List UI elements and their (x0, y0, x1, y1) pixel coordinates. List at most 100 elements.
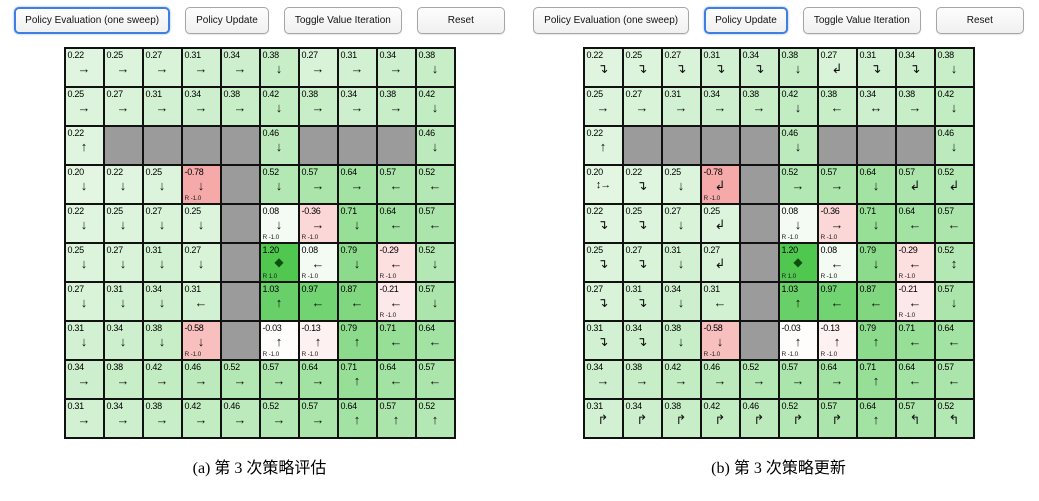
state-value: 0.34 (340, 89, 358, 99)
policy-arrow-icon: ← (389, 256, 403, 271)
policy-arrow-icon: ↓ (950, 61, 958, 76)
policy-arrow-icon: ↓ (119, 256, 127, 271)
state-value: -0.78 (184, 167, 204, 177)
grid-cell: 0.71 ↓ (857, 205, 895, 242)
state-value: -0.78 (703, 167, 723, 177)
reward-label: R -1.0 (301, 234, 319, 241)
policy-arrow-icon: ↑ (353, 334, 361, 349)
policy-arrow-icon: ↴ (636, 334, 648, 349)
toggle-value-iteration-button[interactable]: Toggle Value Iteration (283, 7, 402, 34)
grid-cell: 0.38 → (299, 88, 337, 125)
panel-policy-update: Policy Evaluation (one sweep) Policy Upda… (519, 0, 1038, 501)
grid-cell: 0.79 ↑ (857, 322, 895, 359)
grid-cell: 0.34 → (182, 88, 220, 125)
policy-arrow-icon: ← (713, 295, 727, 310)
state-value: 0.27 (664, 206, 682, 216)
state-value: 0.38 (664, 323, 682, 333)
state-value: 0.52 (262, 401, 280, 411)
policy-arrow-icon: ↱ (831, 412, 843, 427)
grid-cell: 0.31 → (182, 49, 220, 86)
state-value: 0.57 (820, 167, 838, 177)
policy-arrow-icon: ↓ (431, 61, 439, 76)
grid-cell: 0.38 ↓ (662, 322, 700, 359)
policy-arrow-icon: ← (830, 295, 844, 310)
state-value: 0.71 (340, 362, 358, 372)
grid-cell: 0.34 ↓ (662, 283, 700, 320)
state-value: 0.25 (586, 245, 604, 255)
policy-arrow-icon: ↑ (599, 139, 607, 154)
policy-arrow-icon: ↓ (275, 178, 283, 193)
policy-arrow-icon: ← (428, 334, 442, 349)
state-value: 0.38 (145, 323, 163, 333)
toolbar-right: Policy Evaluation (one sweep) Policy Upda… (533, 7, 1024, 34)
grid-cell: 0.97 ← (299, 283, 337, 320)
grid-cell: 0.25 ↓ (662, 166, 700, 203)
policy-arrow-icon: ↓ (158, 256, 166, 271)
policy-evaluation-button[interactable]: Policy Evaluation (one sweep) (533, 7, 690, 34)
state-value: -0.21 (379, 284, 399, 294)
state-value: 0.34 (664, 284, 682, 294)
policy-arrow-icon: → (311, 217, 325, 232)
policy-arrow-icon: ← (389, 295, 403, 310)
state-value: 0.71 (859, 362, 877, 372)
policy-arrow-icon: ↑ (872, 334, 880, 349)
state-value: 0.38 (145, 401, 163, 411)
policy-arrow-icon: ↲ (909, 178, 921, 193)
state-value: 1.03 (781, 284, 799, 294)
grid-cell: 0.64 ← (377, 205, 415, 242)
state-value: 0.46 (937, 128, 955, 138)
policy-arrow-icon: ↴ (597, 256, 609, 271)
wall-cell (623, 127, 661, 164)
policy-arrow-icon: → (830, 373, 844, 388)
state-value: 0.64 (898, 362, 916, 372)
state-value: 0.38 (418, 50, 436, 60)
panel-policy-evaluation: Policy Evaluation (one sweep) Policy Upda… (0, 0, 519, 501)
policy-arrow-icon: ← (350, 295, 364, 310)
state-value: 0.22 (586, 206, 604, 216)
reward-label: R 1.0 (781, 273, 797, 280)
policy-arrow-icon: ↓ (80, 256, 88, 271)
grid-cell: 0.34 → (584, 361, 622, 398)
grid-cell: 0.64 → (299, 361, 337, 398)
state-value: 0.97 (820, 284, 838, 294)
grid-cell: 0.31 ↓ (143, 244, 181, 281)
state-value: 0.34 (145, 284, 163, 294)
grid-cell: 0.22 ↴ (584, 49, 622, 86)
grid-cell: 0.38 ↓ (143, 322, 181, 359)
policy-arrow-icon: ↱ (714, 412, 726, 427)
state-value: 0.22 (106, 167, 124, 177)
reset-button[interactable]: Reset (416, 7, 505, 34)
state-value: 0.46 (262, 128, 280, 138)
policy-arrow-icon: ↑ (353, 373, 361, 388)
grid-cell: 0.71 ↓ (338, 205, 376, 242)
policy-arrow-icon: ← (908, 373, 922, 388)
state-value: 0.08 (820, 245, 838, 255)
policy-arrow-icon: ↓ (275, 61, 283, 76)
reset-button[interactable]: Reset (935, 7, 1024, 34)
state-value: 0.42 (703, 401, 721, 411)
policy-evaluation-button[interactable]: Policy Evaluation (one sweep) (14, 7, 171, 34)
state-value: 0.42 (937, 89, 955, 99)
policy-arrow-icon: ↓ (197, 256, 205, 271)
policy-arrow-icon: → (155, 373, 169, 388)
grid-cell: 0.64 ← (896, 205, 934, 242)
policy-arrow-icon: → (233, 373, 247, 388)
policy-arrow-icon: → (116, 100, 130, 115)
state-value: 0.57 (418, 362, 436, 372)
state-value: 0.27 (106, 245, 124, 255)
policy-arrow-icon: ↓ (158, 295, 166, 310)
grid-cell: 0.46 → (701, 361, 739, 398)
state-value: 0.27 (625, 245, 643, 255)
grid-cell: 1.03 ↑ (779, 283, 817, 320)
policy-arrow-icon: ↑ (872, 373, 880, 388)
policy-update-button[interactable]: Policy Update (704, 7, 788, 34)
grid-cell: 0.25 → (584, 88, 622, 125)
grid-cell: 0.46 ↓ (416, 127, 454, 164)
policy-arrow-icon: ← (947, 334, 961, 349)
toggle-value-iteration-button[interactable]: Toggle Value Iteration (802, 7, 921, 34)
state-value: 0.22 (67, 206, 85, 216)
state-value: 0.71 (379, 323, 397, 333)
policy-arrow-icon: → (830, 178, 844, 193)
policy-update-button[interactable]: Policy Update (185, 7, 269, 34)
grid-cell: 0.57 → (779, 361, 817, 398)
